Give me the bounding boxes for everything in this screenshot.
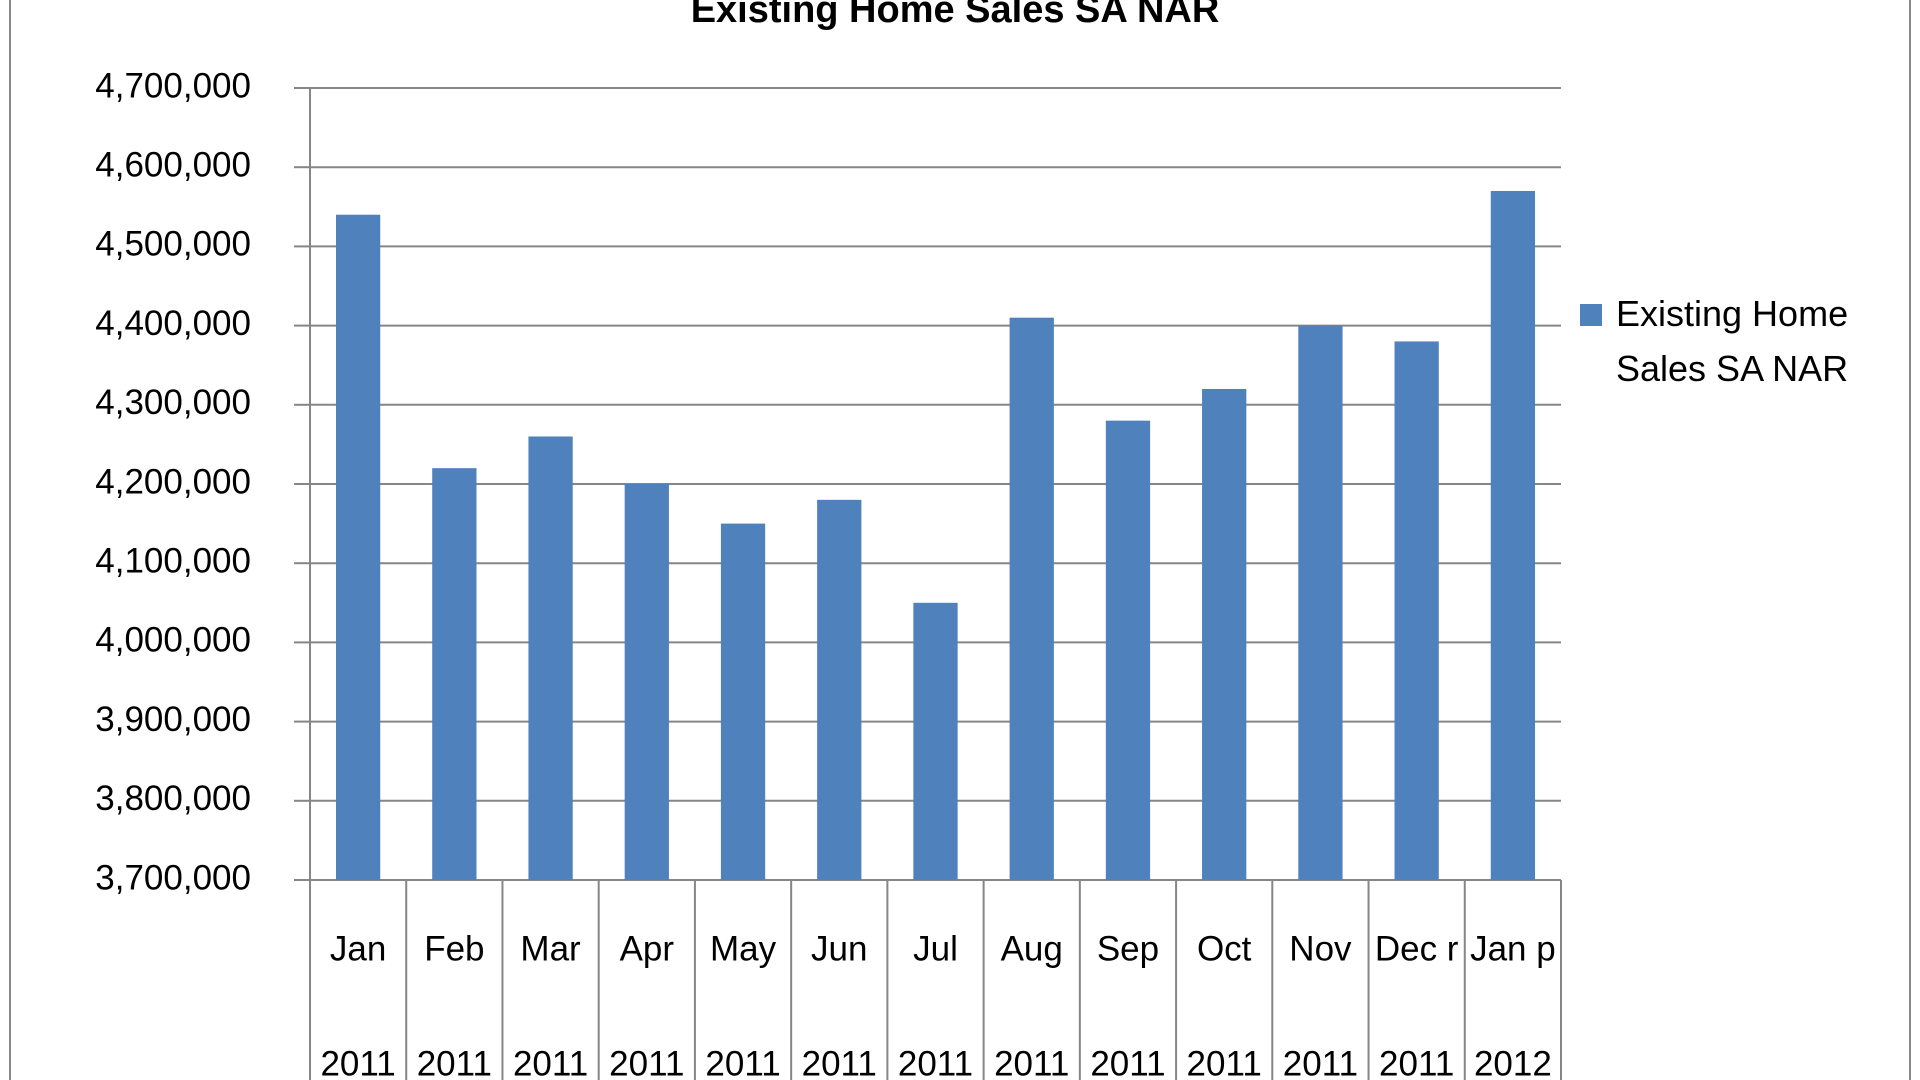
x-group-label: 2011 bbox=[1283, 1044, 1358, 1080]
y-tick-label: 4,600,000 bbox=[95, 145, 251, 184]
x-tick-label: Feb bbox=[424, 929, 484, 968]
x-tick-label: Dec r bbox=[1375, 929, 1459, 968]
x-tick-label: Jan p bbox=[1470, 929, 1556, 968]
bar bbox=[913, 602, 958, 880]
x-group-label: 2011 bbox=[1379, 1044, 1454, 1080]
y-tick-label: 4,700,000 bbox=[95, 66, 251, 105]
chart-frame bbox=[9, 0, 1911, 1080]
y-tick-label: 4,200,000 bbox=[95, 462, 251, 501]
bar bbox=[528, 436, 573, 880]
y-tick-label: 4,100,000 bbox=[95, 541, 251, 580]
x-group-label: 2011 bbox=[609, 1044, 684, 1080]
legend: Existing Home Sales SA NAR bbox=[1580, 286, 1880, 396]
x-group-label: 2011 bbox=[898, 1044, 973, 1080]
bar bbox=[335, 214, 381, 881]
x-group-label: 2011 bbox=[1090, 1044, 1165, 1080]
x-tick-label: Aug bbox=[1001, 929, 1063, 968]
bar bbox=[1394, 341, 1439, 880]
bar bbox=[1298, 325, 1343, 881]
x-group-label: 2012 bbox=[1474, 1044, 1552, 1080]
x-tick-label: May bbox=[710, 929, 777, 968]
bar bbox=[1009, 317, 1054, 880]
x-tick-label: Sep bbox=[1097, 929, 1159, 968]
bar bbox=[624, 484, 669, 880]
bar bbox=[1202, 388, 1247, 880]
bar bbox=[432, 468, 477, 880]
x-tick-label: Jul bbox=[913, 929, 958, 968]
y-tick-label: 4,300,000 bbox=[95, 383, 251, 422]
x-group-label: 2011 bbox=[1187, 1044, 1262, 1080]
x-tick-label: Oct bbox=[1197, 929, 1252, 968]
y-tick-label: 3,800,000 bbox=[95, 779, 251, 818]
y-tick-label: 3,700,000 bbox=[95, 858, 251, 897]
x-tick-label: Jan bbox=[330, 929, 386, 968]
y-tick-label: 4,500,000 bbox=[95, 225, 251, 264]
y-tick-label: 4,000,000 bbox=[95, 621, 251, 660]
x-group-label: 2011 bbox=[994, 1044, 1069, 1080]
x-group-label: 2011 bbox=[802, 1044, 877, 1080]
chart-title: Existing Home Sales SA NAR bbox=[691, 0, 1220, 31]
x-group-label: 2011 bbox=[705, 1044, 780, 1080]
x-tick-label: Nov bbox=[1289, 929, 1352, 968]
x-tick-label: Apr bbox=[620, 929, 675, 968]
bar bbox=[720, 523, 766, 880]
bar bbox=[1490, 190, 1536, 880]
x-group-label: 2011 bbox=[320, 1044, 395, 1080]
x-tick-label: Jun bbox=[811, 929, 867, 968]
x-tick-label: Mar bbox=[520, 929, 581, 968]
legend-swatch bbox=[1580, 304, 1602, 326]
y-tick-label: 3,900,000 bbox=[95, 700, 251, 739]
legend-label: Existing Home Sales SA NAR bbox=[1616, 293, 1849, 389]
y-tick-label: 4,400,000 bbox=[95, 304, 251, 343]
x-group-label: 2011 bbox=[513, 1044, 588, 1080]
x-group-label: 2011 bbox=[417, 1044, 492, 1080]
bar bbox=[1105, 420, 1151, 880]
bar bbox=[817, 499, 862, 880]
